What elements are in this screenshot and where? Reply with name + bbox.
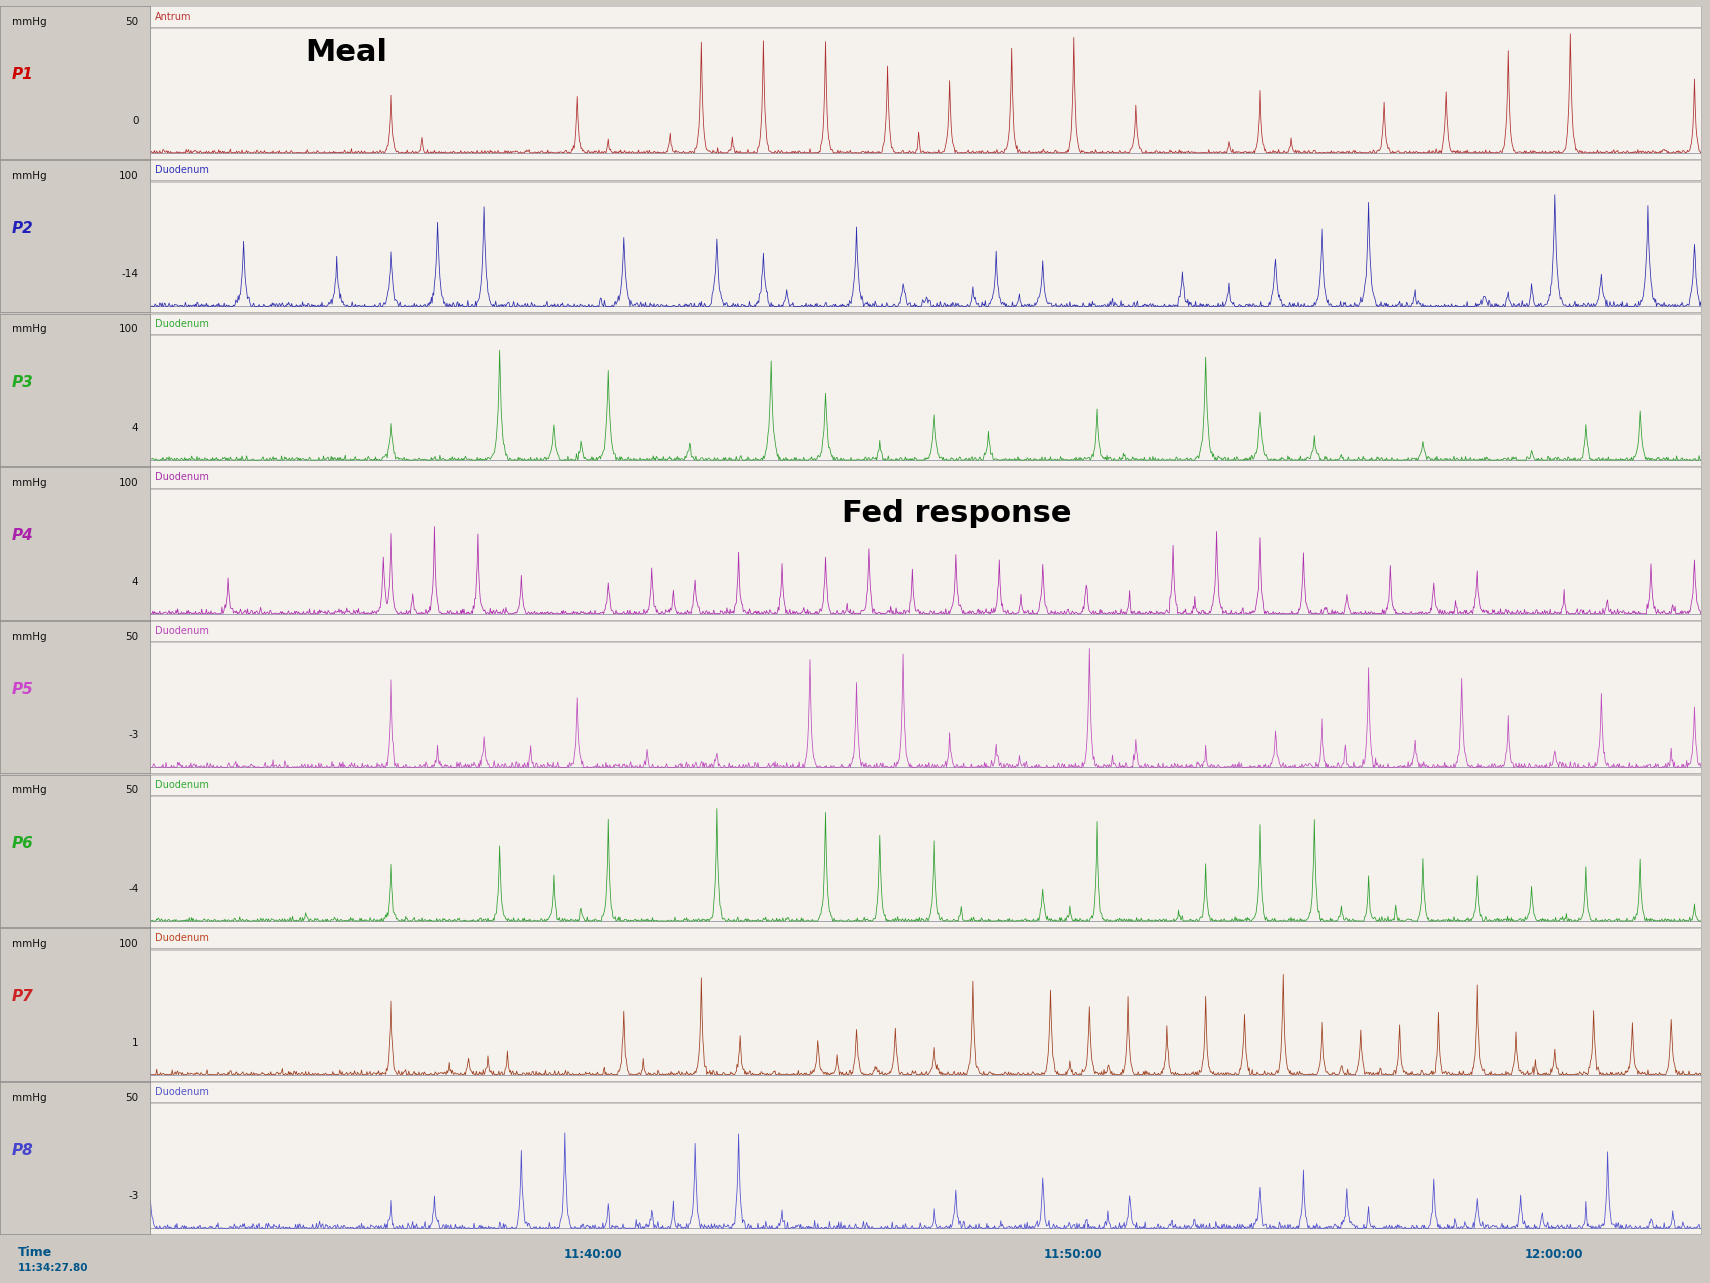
Text: Duodenum: Duodenum: [156, 626, 209, 636]
Text: 100: 100: [118, 939, 139, 949]
Text: 0: 0: [132, 115, 139, 126]
Text: 100: 100: [118, 325, 139, 335]
Text: Duodenum: Duodenum: [156, 318, 209, 328]
Text: 4: 4: [132, 423, 139, 432]
Text: 11:50:00: 11:50:00: [1045, 1248, 1103, 1261]
Text: P4: P4: [12, 529, 34, 544]
Text: mmHg: mmHg: [12, 479, 46, 488]
Text: mmHg: mmHg: [12, 17, 46, 27]
Text: -4: -4: [128, 884, 139, 894]
Text: 50: 50: [125, 631, 139, 642]
Text: 1: 1: [132, 1038, 139, 1047]
Text: P6: P6: [12, 835, 34, 851]
Text: mmHg: mmHg: [12, 171, 46, 181]
Text: mmHg: mmHg: [12, 325, 46, 335]
Text: P8: P8: [12, 1143, 34, 1159]
Text: 11:40:00: 11:40:00: [563, 1248, 622, 1261]
Text: Meal: Meal: [306, 38, 388, 68]
Text: -3: -3: [128, 730, 139, 740]
Text: mmHg: mmHg: [12, 939, 46, 949]
Text: Duodenum: Duodenum: [156, 933, 209, 943]
Text: Duodenum: Duodenum: [156, 472, 209, 482]
Text: 50: 50: [125, 785, 139, 795]
Text: mmHg: mmHg: [12, 631, 46, 642]
Text: 100: 100: [118, 171, 139, 181]
Text: 12:00:00: 12:00:00: [1525, 1248, 1583, 1261]
Text: Fed response: Fed response: [843, 499, 1072, 529]
Text: 11:34:27.80: 11:34:27.80: [19, 1262, 89, 1273]
Text: P3: P3: [12, 375, 34, 390]
Text: Duodenum: Duodenum: [156, 166, 209, 176]
Text: 100: 100: [118, 479, 139, 488]
Text: P7: P7: [12, 989, 34, 1005]
Text: P2: P2: [12, 221, 34, 236]
Text: 4: 4: [132, 576, 139, 586]
Text: -14: -14: [121, 269, 139, 280]
Text: mmHg: mmHg: [12, 785, 46, 795]
Text: Duodenum: Duodenum: [156, 1087, 209, 1097]
Text: Duodenum: Duodenum: [156, 780, 209, 790]
Text: -3: -3: [128, 1191, 139, 1201]
Text: mmHg: mmHg: [12, 1093, 46, 1102]
Text: 50: 50: [125, 17, 139, 27]
Text: P5: P5: [12, 683, 34, 697]
Text: Time: Time: [19, 1247, 53, 1260]
Text: 50: 50: [125, 1093, 139, 1102]
Text: Antrum: Antrum: [156, 12, 192, 22]
Text: P1: P1: [12, 68, 34, 82]
